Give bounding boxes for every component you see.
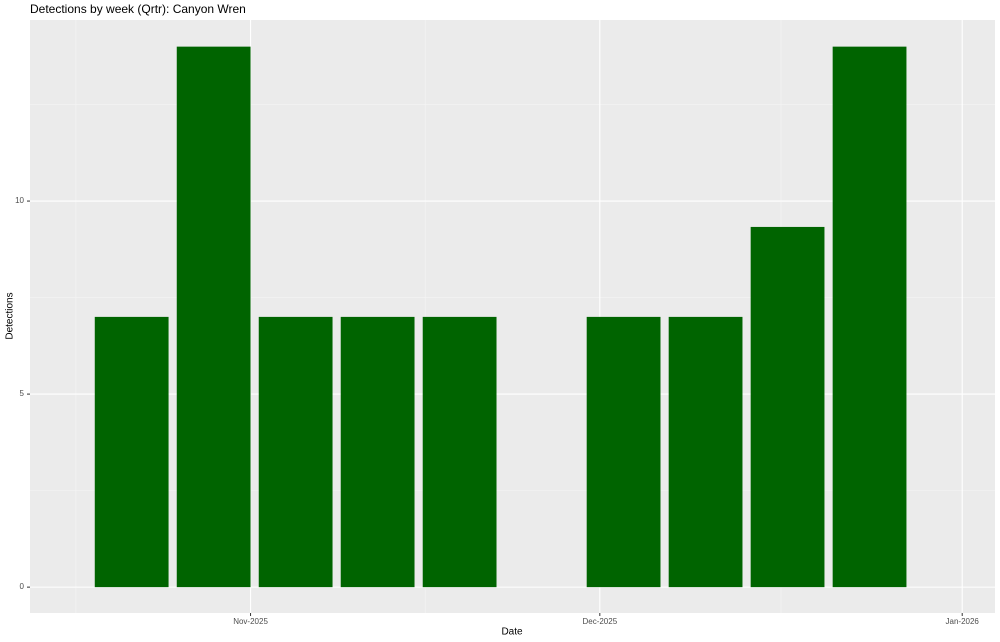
bar <box>176 46 251 588</box>
x-tick-label: Nov-2025 <box>233 617 268 626</box>
bar <box>832 46 907 588</box>
bar <box>750 226 825 588</box>
y-axis-label: Detections <box>5 292 16 339</box>
bar <box>668 316 743 588</box>
bar <box>586 316 661 588</box>
bar <box>258 316 333 588</box>
y-tick-label: 0 <box>20 582 25 591</box>
chart-title: Detections by week (Qrtr): Canyon Wren <box>30 2 246 16</box>
x-tick-label: Jan-2026 <box>946 617 980 626</box>
x-tick-label: Dec-2025 <box>582 617 617 626</box>
bar <box>340 316 415 588</box>
y-tick-label: 10 <box>15 196 24 205</box>
y-tick-label: 5 <box>20 389 25 398</box>
bar <box>94 316 169 588</box>
bar <box>422 316 497 588</box>
x-axis-label: Date <box>501 627 523 638</box>
